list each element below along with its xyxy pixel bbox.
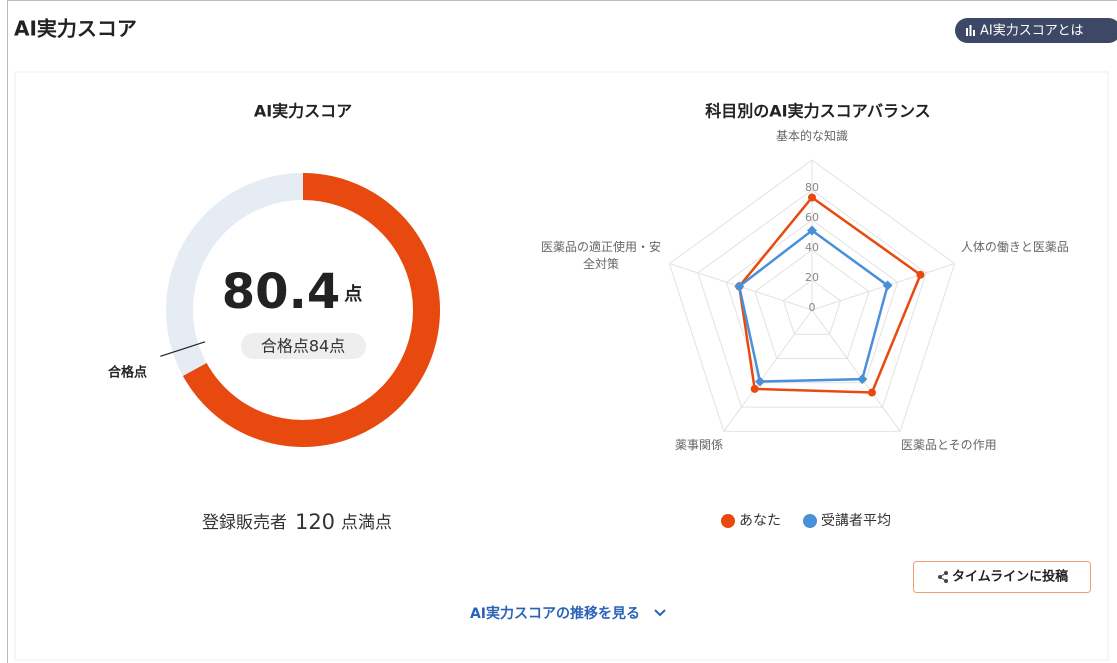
- grid-ring: [782, 279, 842, 335]
- grid-ring: [754, 249, 870, 360]
- help-button[interactable]: AI実力スコアとは: [955, 18, 1117, 43]
- help-button-bg[interactable]: [955, 18, 1117, 43]
- r-tick-label: 80: [805, 181, 819, 194]
- pass-pill: [241, 333, 366, 359]
- axis-line: [811, 263, 955, 311]
- grid-ring: [668, 159, 956, 432]
- series-line: [737, 195, 922, 394]
- grid-ring: [725, 219, 899, 384]
- legend-swatch: [803, 514, 817, 528]
- share-button-label[interactable]: タイムラインに投稿: [952, 569, 1068, 585]
- max-suffix: 点満点: [341, 513, 392, 533]
- help-button-label[interactable]: AI実力スコアとは: [980, 23, 1083, 39]
- point: [867, 388, 876, 397]
- share-button[interactable]: タイムラインに投稿: [913, 561, 1091, 593]
- history-link-label[interactable]: AI実力スコアの推移を見る: [470, 605, 640, 622]
- pass-line: [160, 341, 206, 357]
- r-tick-label: 40: [805, 241, 819, 254]
- max-value: 120: [295, 510, 335, 534]
- pass-marker-label: 合格点: [108, 365, 147, 381]
- icon: [966, 28, 968, 36]
- axis-label: 基本的な知識: [775, 129, 848, 143]
- point: [916, 270, 925, 279]
- legend-label: あなた: [739, 513, 781, 529]
- history-link[interactable]: AI実力スコアの推移を見る: [470, 605, 666, 622]
- series-line: [737, 228, 890, 383]
- point: [857, 374, 868, 385]
- icon: [939, 572, 947, 582]
- axis-label: 医薬品の適正使用・安全対策: [541, 240, 662, 271]
- score-value: 80.4 点: [222, 264, 362, 320]
- max-score: 登録販売者 120 点満点: [202, 510, 392, 534]
- axis-line: [811, 309, 901, 432]
- share-button-bg[interactable]: [913, 561, 1091, 593]
- point: [807, 225, 817, 236]
- page-title: AI実力スコア: [14, 17, 137, 41]
- axis-label: 人体の働きと医薬品: [960, 240, 1069, 254]
- icon: [973, 30, 975, 36]
- score-title: AI実力スコア: [254, 102, 352, 121]
- point: [882, 280, 893, 291]
- icon: [969, 25, 972, 36]
- point: [755, 376, 765, 387]
- r-tick-label: 60: [805, 211, 819, 224]
- axis-line: [723, 309, 813, 432]
- axis-label: 医薬品とその作用: [900, 438, 997, 453]
- score-unit: 点: [344, 283, 362, 305]
- radar-title: 科目別のAI実力スコアバランス: [705, 102, 930, 121]
- r-tick-label: 20: [805, 271, 819, 284]
- point: [808, 193, 816, 202]
- chevron: [654, 609, 666, 617]
- axis-label: 薬事関係: [674, 438, 723, 453]
- legend-label: 受講者平均: [821, 513, 891, 529]
- max-prefix: 登録販売者: [202, 513, 287, 533]
- point: [750, 384, 759, 393]
- legend-swatch: [721, 514, 735, 528]
- grid-ring: [697, 189, 927, 408]
- r-tick-label: 0: [809, 301, 816, 314]
- donut-arc: [182, 173, 440, 447]
- pass-label: 合格点84点: [261, 337, 345, 356]
- point: [734, 281, 745, 292]
- score-number: 80.4: [222, 264, 340, 320]
